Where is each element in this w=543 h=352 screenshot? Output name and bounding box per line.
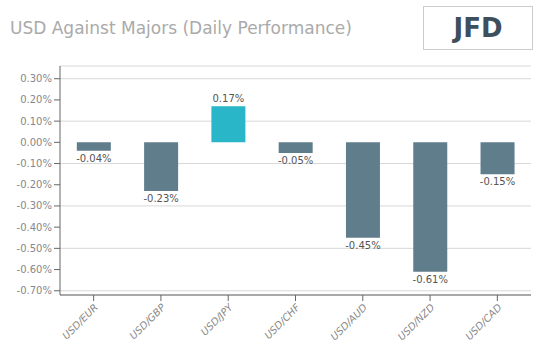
svg-text:-0.70%: -0.70% <box>17 285 52 296</box>
svg-text:USD/GBP: USD/GBP <box>127 301 168 342</box>
svg-text:-0.05%: -0.05% <box>278 155 313 166</box>
svg-text:-0.61%: -0.61% <box>413 274 448 285</box>
svg-text:0.00%: 0.00% <box>20 137 52 148</box>
svg-text:USD/CAD: USD/CAD <box>463 301 504 342</box>
svg-text:-0.20%: -0.20% <box>17 179 52 190</box>
svg-text:USD/AUD: USD/AUD <box>328 301 369 342</box>
html-text:JFD: JFD <box>453 13 503 43</box>
svg-text:0.10%: 0.10% <box>20 116 52 127</box>
svg-text:USD/EUR: USD/EUR <box>60 302 100 342</box>
svg-text:0.30%: 0.30% <box>20 73 52 84</box>
svg-text:-0.50%: -0.50% <box>17 243 52 254</box>
svg-text:-0.04%: -0.04% <box>76 153 111 164</box>
svg-text:0.17%: 0.17% <box>213 93 245 104</box>
html-text:USD Against Majors (Daily Perf: USD Against Majors (Daily Performance) <box>10 18 352 38</box>
svg-text:-0.10%: -0.10% <box>17 158 52 169</box>
svg-text:-0.23%: -0.23% <box>143 193 178 204</box>
svg-text:-0.45%: -0.45% <box>345 240 380 251</box>
svg-text:USD/NZD: USD/NZD <box>396 301 437 342</box>
svg-text:USD/CHF: USD/CHF <box>262 301 302 341</box>
svg-text:0.20%: 0.20% <box>20 94 52 105</box>
svg-text:-0.60%: -0.60% <box>17 264 52 275</box>
svg-text:-0.30%: -0.30% <box>17 200 52 211</box>
svg-text:-0.40%: -0.40% <box>17 222 52 233</box>
svg-text:-0.15%: -0.15% <box>480 176 515 187</box>
svg-text:USD/JPY: USD/JPY <box>199 301 236 338</box>
